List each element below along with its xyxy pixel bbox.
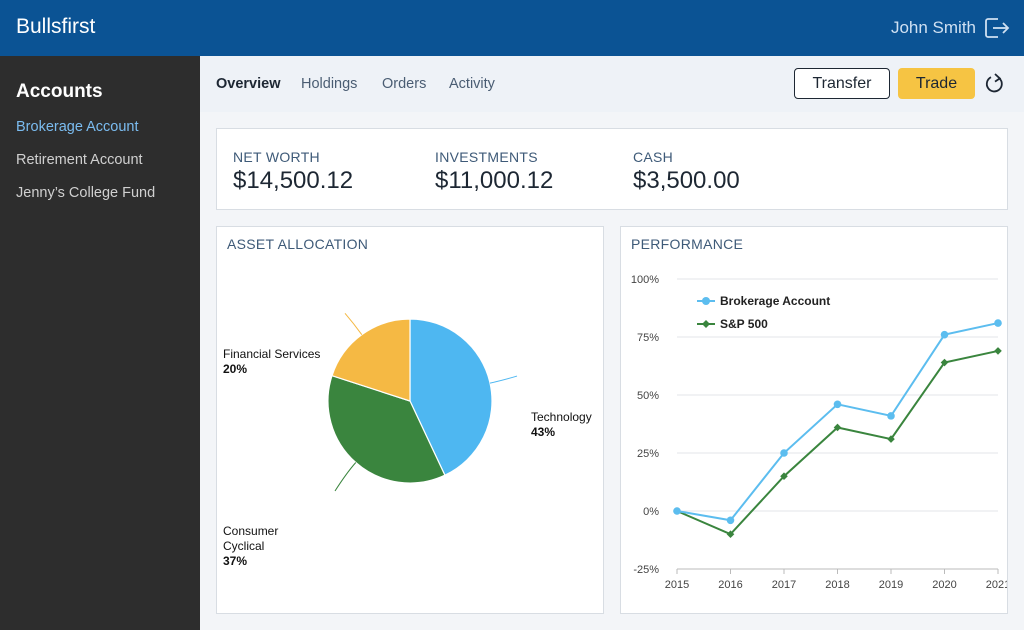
- data-point-brokerage-account[interactable]: [940, 330, 949, 339]
- data-point-brokerage-account[interactable]: [673, 507, 681, 515]
- x-tick-label: 2016: [718, 579, 742, 591]
- x-tick-label: 2020: [932, 579, 956, 591]
- pie-pct-technology: 43%: [531, 425, 555, 439]
- asset-allocation-card: ASSET ALLOCATION Technology 43% Consumer Cy…: [216, 226, 604, 614]
- series-line-brokerage-account: [676, 322, 999, 522]
- user-name[interactable]: John Smith: [890, 18, 976, 37]
- x-tick-label: 2021: [986, 579, 1007, 591]
- tab-holdings[interactable]: Holdings: [301, 76, 358, 92]
- pie-label-consumer-cyclical: Cyclical: [223, 539, 264, 553]
- logout-icon[interactable]: [984, 16, 1010, 40]
- tab-bar: Overview Holdings Orders Activity Transf…: [200, 56, 1024, 112]
- sidebar-item-college-fund[interactable]: Jenny’s College Fund: [16, 185, 156, 201]
- y-tick-label: 25%: [637, 448, 659, 460]
- sidebar-title: Accounts: [16, 81, 103, 102]
- legend-marker-brokerage-account: [702, 297, 710, 305]
- performance-card: PERFORMANCE -25% 0% 25% 50% 75% 100% 2015 2016 2…: [620, 226, 1008, 614]
- sidebar-item-brokerage-account[interactable]: Brokerage Account: [16, 119, 139, 135]
- tab-activity[interactable]: Activity: [449, 76, 495, 92]
- net-worth-value: $14,500.12: [233, 167, 354, 194]
- legend-marker-s-p-500: [702, 320, 710, 328]
- data-point-brokerage-account[interactable]: [833, 400, 842, 409]
- cash-label: CASH: [633, 149, 674, 165]
- sidebar-item-retirement-account[interactable]: Retirement Account: [16, 152, 143, 168]
- data-point-brokerage-account[interactable]: [994, 319, 1002, 327]
- tab-overview[interactable]: Overview: [216, 76, 281, 92]
- pie-pct-financial-services: 20%: [223, 362, 247, 376]
- data-point-brokerage-account[interactable]: [726, 516, 735, 525]
- trade-button[interactable]: Trade: [898, 68, 975, 99]
- x-tick-label: 2015: [665, 579, 689, 591]
- pie-label-financial-services: Financial Services: [223, 347, 320, 361]
- main-content: Overview Holdings Orders Activity Transf…: [200, 56, 1024, 630]
- x-tick-label: 2019: [879, 579, 903, 591]
- account-summary-card: NET WORTH $14,500.12 INVESTMENTS $11,000…: [216, 128, 1008, 210]
- investments-value: $11,000.12: [435, 167, 554, 194]
- app-header: Bullsfirst John Smith: [0, 0, 1024, 56]
- pie-label-consumer-cyclical: Consumer: [223, 524, 278, 538]
- y-tick-label: 100%: [631, 274, 659, 286]
- data-point-brokerage-account[interactable]: [887, 412, 895, 420]
- series-line-s-p-500: [676, 349, 999, 536]
- performance-chart: -25% 0% 25% 50% 75% 100% 2015 2016 2017 2018 2019 2…: [631, 274, 1007, 591]
- y-tick-label: 50%: [637, 390, 659, 402]
- refresh-icon[interactable]: [984, 72, 1006, 96]
- legend-label-s-p-500[interactable]: S&P 500: [720, 317, 768, 331]
- investments-stat: INVESTMENTS $11,000.12: [435, 149, 553, 195]
- net-worth-label: NET WORTH: [233, 149, 320, 165]
- data-point-brokerage-account[interactable]: [780, 449, 788, 457]
- y-tick-label: -25%: [633, 564, 659, 576]
- net-worth-stat: NET WORTH $14,500.12: [233, 149, 353, 195]
- x-tick-label: 2018: [825, 579, 849, 591]
- transfer-button[interactable]: Transfer: [794, 68, 890, 99]
- data-point-s-p-500[interactable]: [994, 347, 1002, 355]
- brand-logo[interactable]: Bullsfirst: [16, 15, 96, 38]
- y-tick-label: 75%: [637, 332, 659, 344]
- performance-title: PERFORMANCE: [631, 236, 744, 252]
- sidebar: Accounts Brokerage Account Retirement Ac…: [0, 56, 200, 630]
- cash-value: $3,500.00: [633, 167, 740, 194]
- pie-leader-line: [334, 462, 357, 492]
- tab-orders[interactable]: Orders: [382, 76, 427, 92]
- x-tick-label: 2017: [772, 579, 796, 591]
- legend-label-brokerage-account[interactable]: Brokerage Account: [720, 294, 830, 308]
- y-tick-label: 0%: [643, 506, 659, 518]
- pie-leader-line: [344, 313, 363, 335]
- pie-label-technology: Technology: [531, 410, 592, 424]
- investments-label: INVESTMENTS: [435, 149, 538, 165]
- pie-pct-consumer-cyclical: 37%: [223, 554, 247, 568]
- data-point-s-p-500[interactable]: [887, 435, 895, 443]
- pie-leader-line: [489, 375, 518, 384]
- asset-allocation-title: ASSET ALLOCATION: [227, 236, 369, 252]
- cash-stat: CASH $3,500.00: [633, 149, 740, 195]
- data-point-s-p-500[interactable]: [726, 530, 735, 538]
